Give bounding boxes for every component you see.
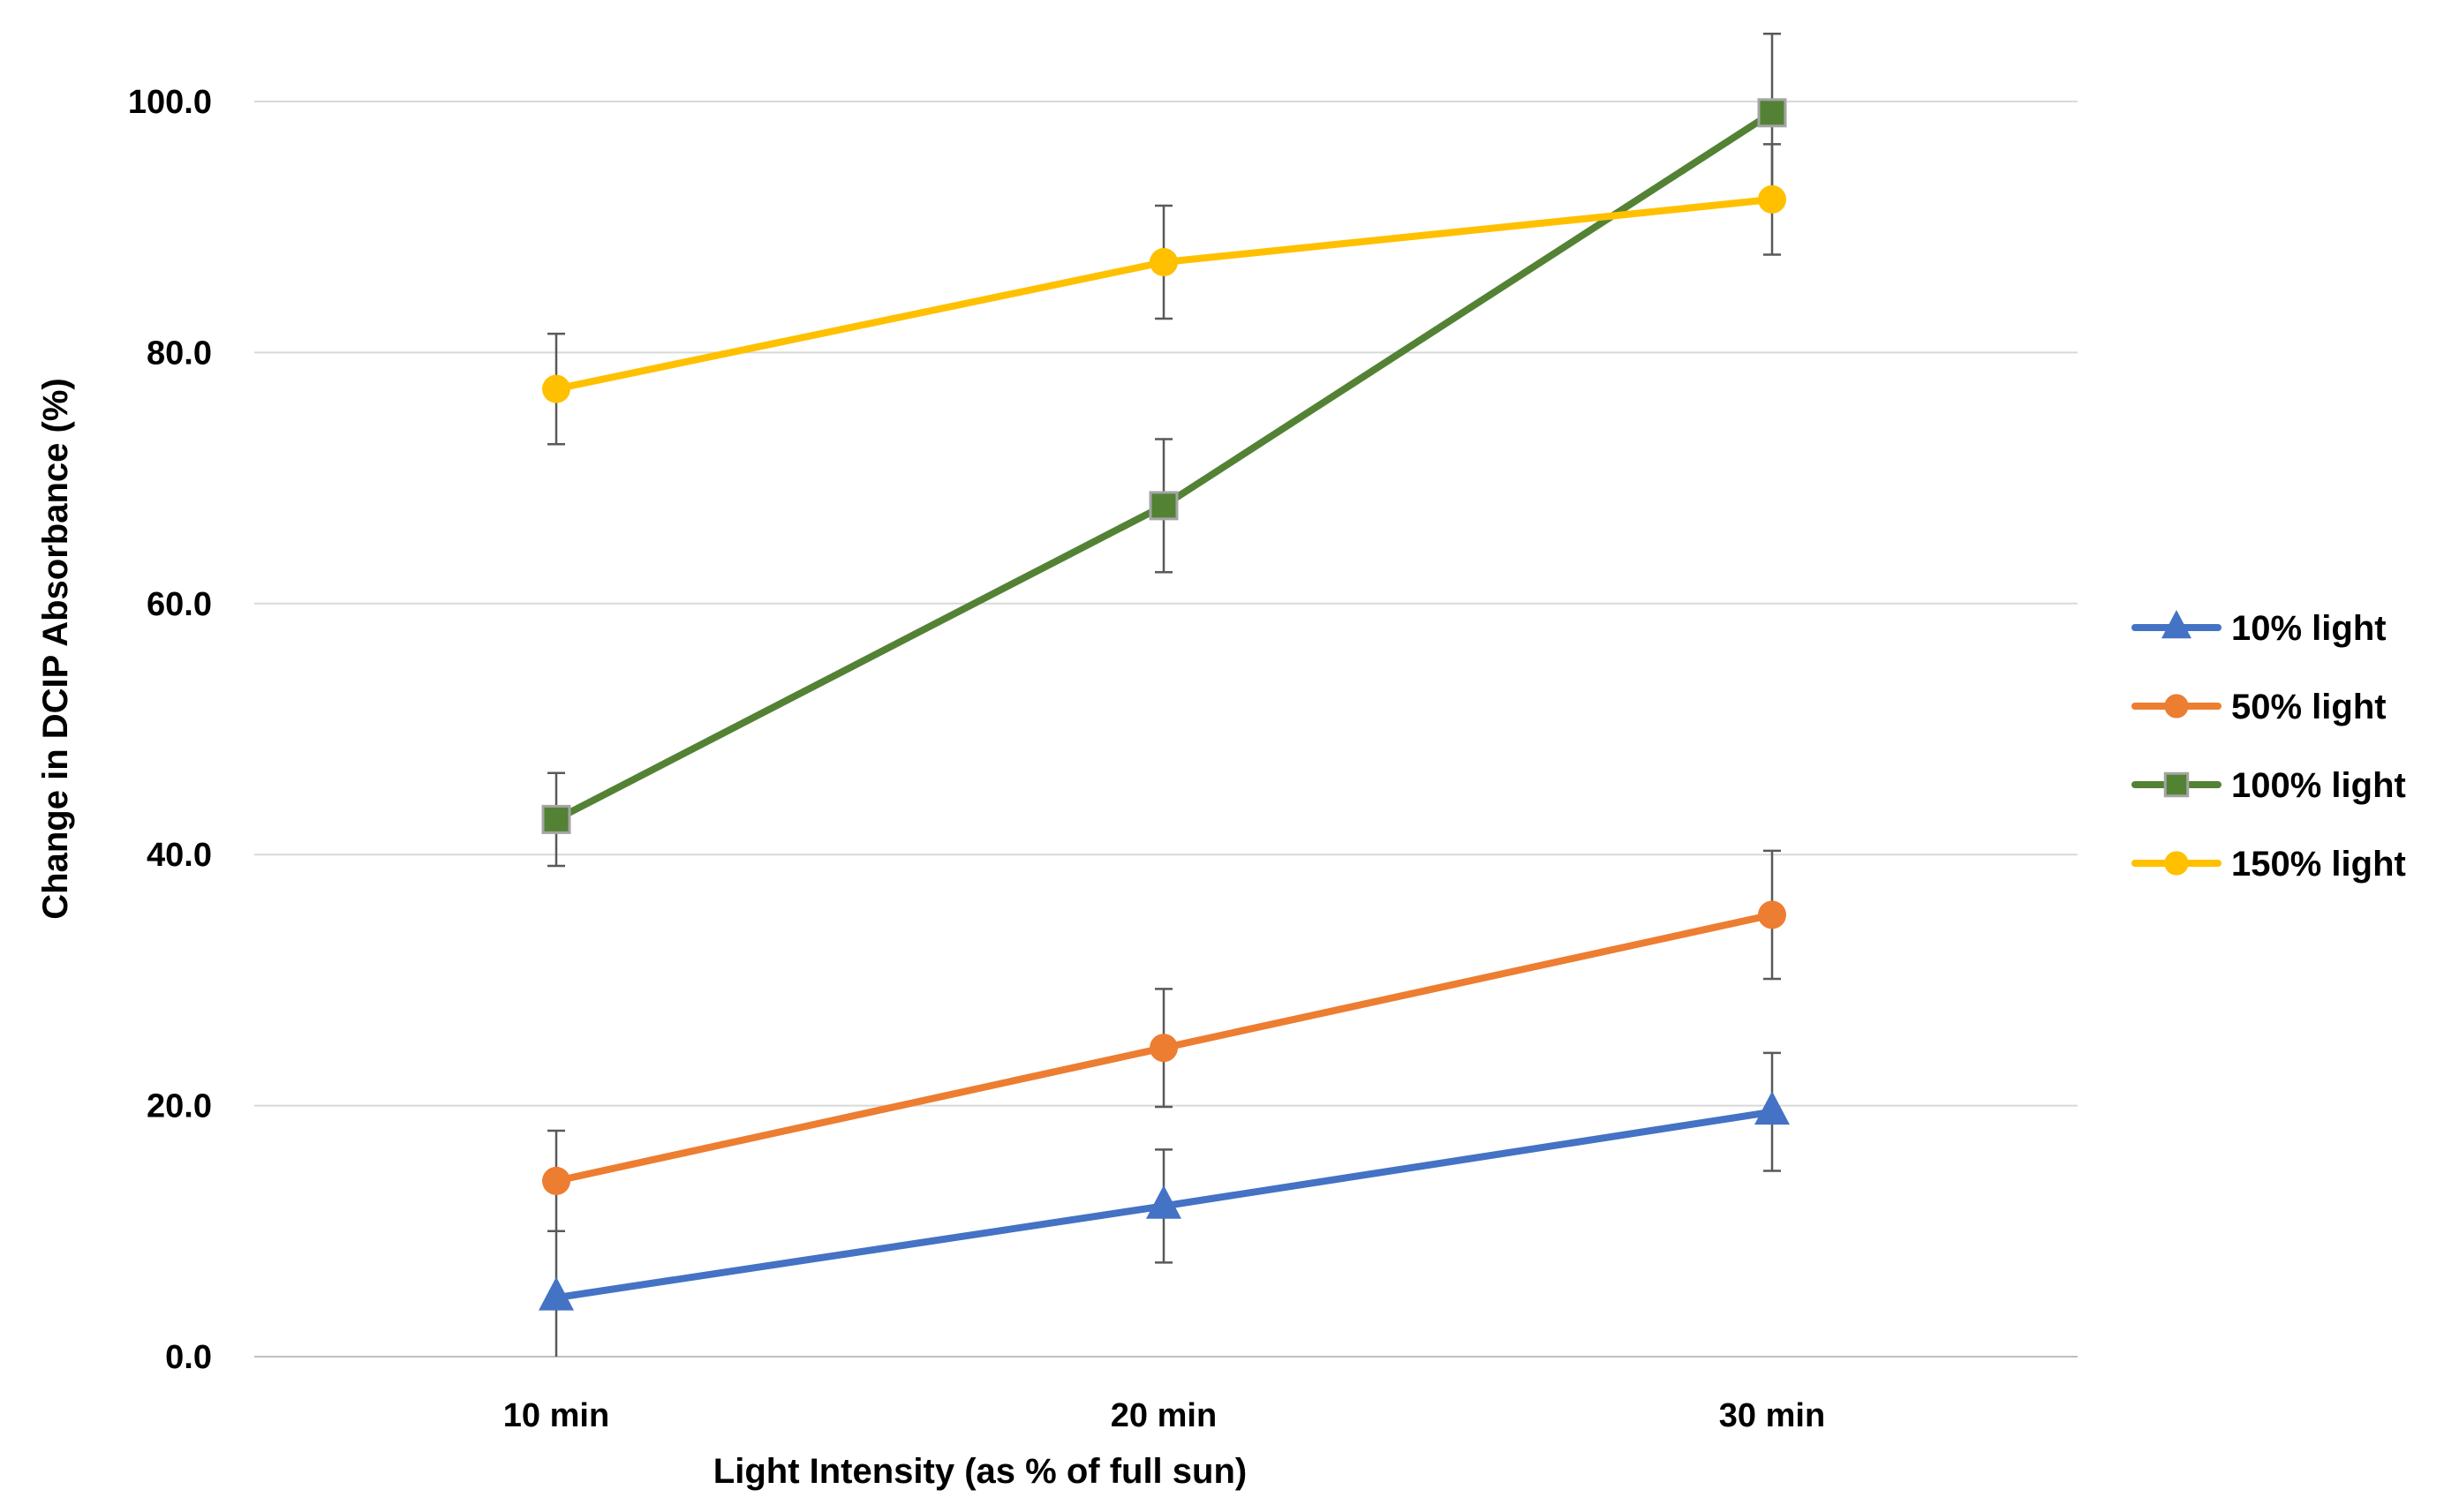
- legend-label: 10% light: [2231, 609, 2387, 648]
- gridlines: [254, 101, 2078, 1358]
- data-point-circle: [1758, 184, 1786, 214]
- y-tick-label: 40.0: [147, 837, 212, 874]
- series: [539, 98, 1790, 1311]
- data-point-circle: [542, 374, 570, 403]
- y-tick-label: 80.0: [147, 335, 212, 372]
- y-tick-label: 0.0: [165, 1339, 212, 1376]
- data-point-square: [1757, 98, 1787, 128]
- data-point-circle: [1150, 248, 1178, 277]
- legend-label: 150% light: [2231, 845, 2406, 884]
- x-tick-label: 30 min: [1719, 1397, 1825, 1434]
- data-point-circle: [1150, 1034, 1178, 1063]
- y-axis-title: Change in DCIP Absorbance (%): [36, 378, 75, 919]
- data-point-triangle: [539, 1276, 574, 1311]
- y-tick-label: 60.0: [147, 586, 212, 623]
- data-point-circle: [2164, 851, 2189, 876]
- x-tick-label: 10 min: [503, 1397, 609, 1434]
- y-tick-label: 100.0: [128, 84, 212, 121]
- data-point-circle: [2164, 694, 2189, 718]
- data-point-circle: [1758, 900, 1786, 929]
- data-point-circle: [542, 1166, 570, 1195]
- x-tick-label: 20 min: [1111, 1397, 1217, 1434]
- y-tick-label: 20.0: [147, 1088, 212, 1125]
- data-point-triangle: [1146, 1185, 1181, 1219]
- data-point-square: [1149, 491, 1179, 521]
- data-point-square: [2163, 771, 2190, 798]
- legend: 10% light 50% light 100% light 150% light: [2131, 609, 2406, 884]
- legend-label: 50% light: [2231, 688, 2387, 726]
- legend-label: 100% light: [2231, 766, 2406, 805]
- data-point-triangle: [2161, 609, 2191, 639]
- data-point-square: [541, 804, 571, 834]
- x-axis-title: Light Intensity (as % of full sun): [713, 1452, 1247, 1491]
- data-point-triangle: [1754, 1091, 1790, 1125]
- axes: 0.0 20.0 40.0 60.0 80.0 100.0 10 min 20 min 30 m…: [128, 84, 2078, 1434]
- error-bars: [547, 32, 1781, 1357]
